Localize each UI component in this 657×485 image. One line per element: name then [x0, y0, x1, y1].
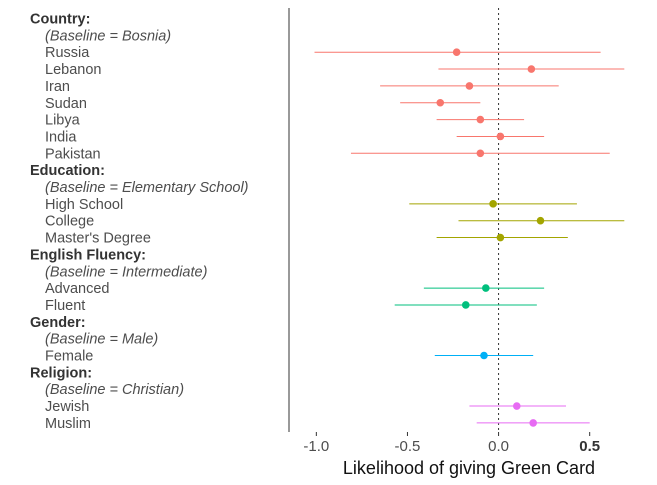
row-label: Jewish [45, 399, 89, 415]
row-label: High School [45, 197, 123, 213]
estimate-point [527, 65, 536, 73]
x-axis-ticks: -1.0 -0.5 0.0 0.5 [303, 432, 600, 455]
group-heading: Country: [30, 12, 90, 28]
baseline-label: (Baseline = Christian) [45, 382, 184, 398]
row-label: Female [45, 349, 93, 365]
estimate-point [496, 132, 505, 141]
row-label: Iran [45, 79, 70, 95]
x-tick-label: 0.5 [579, 438, 600, 455]
estimate-point [536, 216, 545, 225]
estimate-point [489, 200, 497, 208]
x-tick-label: 0.0 [488, 438, 509, 455]
estimate-point [529, 419, 537, 427]
x-axis-title: Likelihood of giving Green Card [343, 458, 595, 478]
row-label: Russia [45, 45, 90, 61]
row-label: Master's Degree [45, 231, 151, 247]
group-heading: Gender: [30, 315, 86, 331]
row-label: Fluent [45, 298, 85, 314]
baseline-label: (Baseline = Elementary School) [45, 180, 249, 196]
row-label: Libya [45, 113, 81, 129]
row-label: Muslim [45, 416, 91, 432]
estimate-point [476, 115, 485, 124]
row-labels: Country:(Baseline = Bosnia)RussiaLebanon… [30, 12, 249, 432]
group-heading: Education: [30, 163, 105, 179]
x-tick-label: -1.0 [303, 438, 329, 455]
baseline-label: (Baseline = Male) [45, 332, 158, 348]
estimate-point [476, 149, 485, 158]
row-label: India [45, 129, 77, 145]
estimate-point [452, 48, 461, 56]
estimate-point [482, 284, 490, 292]
row-label: Sudan [45, 96, 87, 112]
group-heading: Religion: [30, 365, 92, 381]
estimate-marks [314, 48, 625, 427]
baseline-label: (Baseline = Intermediate) [45, 264, 207, 280]
estimate-point [436, 98, 445, 107]
baseline-label: (Baseline = Bosnia) [45, 28, 171, 44]
row-label: College [45, 214, 94, 230]
estimate-point [461, 301, 470, 309]
plot-area: -1.0 -0.5 0.0 0.5 [288, 8, 625, 455]
estimate-point [480, 351, 488, 360]
estimate-point [465, 82, 474, 90]
estimate-point [496, 233, 505, 242]
row-label: Advanced [45, 281, 110, 297]
x-tick-label: -0.5 [395, 438, 421, 455]
row-label: Lebanon [45, 62, 101, 78]
row-label: Pakistan [45, 146, 101, 162]
group-heading: English Fluency: [30, 247, 146, 263]
estimate-point [512, 402, 521, 410]
